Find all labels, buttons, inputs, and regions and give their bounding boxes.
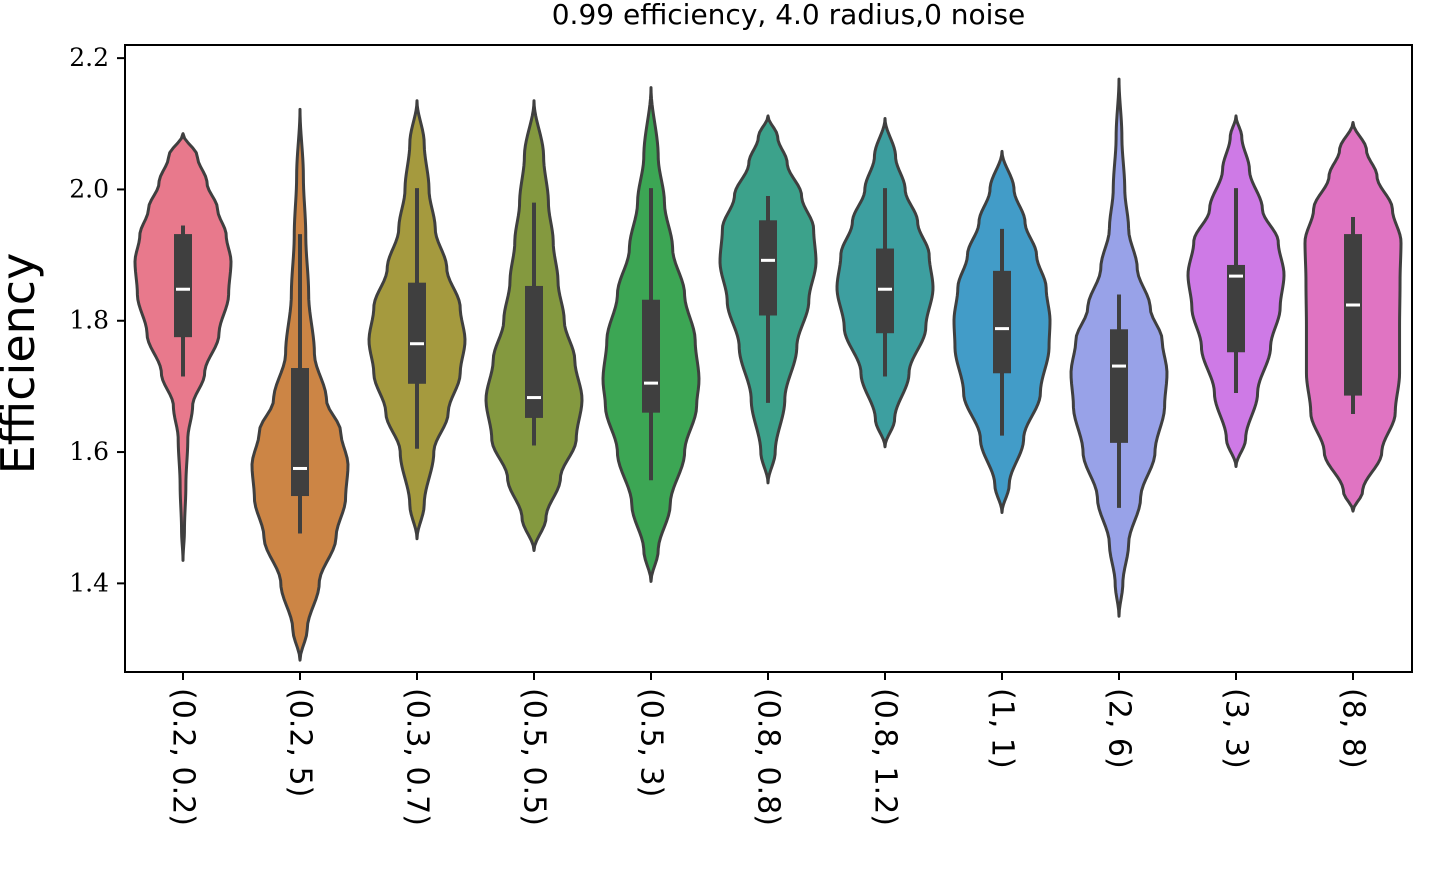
iqr-box [642, 299, 660, 413]
iqr-box [291, 368, 309, 497]
y-tick-label: 1.8 [69, 306, 109, 335]
x-tick-label: (2, 6) [1102, 688, 1137, 769]
violin-1 [250, 107, 350, 662]
y-tick-label: 1.6 [69, 437, 109, 466]
x-tick-label: (3, 3) [1219, 688, 1254, 769]
violin-3 [484, 99, 584, 553]
violin-7 [952, 149, 1052, 514]
iqr-box [1110, 329, 1128, 443]
x-tick-label: (0.2, 0.2) [166, 688, 201, 826]
x-tick-label: (1, 1) [985, 688, 1020, 769]
x-tick-label: (0.8, 1.2) [868, 688, 903, 826]
x-tick-label: (0.3, 0.7) [400, 688, 435, 826]
x-tick-label: (0.5, 0.5) [517, 688, 552, 826]
iqr-box [759, 220, 777, 316]
x-tick-label: (0.5, 3) [634, 688, 669, 797]
iqr-box [1227, 264, 1245, 353]
x-axis: (0.2, 0.2) (0.2, 5) (0.3, 0.7) (0.5, 0.5) (0… [166, 672, 1371, 826]
iqr-box [993, 270, 1011, 374]
violin-10 [1303, 120, 1403, 513]
y-tick-label: 2.2 [69, 43, 109, 72]
violin-6 [835, 117, 935, 449]
y-axis: 1.4 1.6 1.8 2.0 2.2 [69, 43, 125, 597]
iqr-box [1344, 234, 1362, 396]
y-tick-label: 2.0 [69, 174, 109, 203]
iqr-box [408, 282, 426, 384]
x-tick-label: (0.2, 5) [283, 688, 318, 797]
violin-2 [367, 99, 467, 541]
y-tick-label: 1.4 [69, 568, 109, 597]
violin-9 [1186, 114, 1286, 468]
iqr-box [174, 234, 192, 338]
y-axis-label: Efficiency [0, 253, 45, 475]
violin-0 [133, 132, 233, 562]
x-tick-label: (8, 8) [1336, 688, 1371, 769]
violins-group [133, 77, 1403, 662]
iqr-box [525, 285, 543, 418]
x-tick-label: (0.8, 0.8) [751, 688, 786, 826]
violin-4 [601, 86, 701, 583]
iqr-box [876, 248, 894, 334]
violin-5 [718, 114, 818, 485]
violin-8 [1069, 77, 1169, 618]
chart-title: 0.99 efficiency, 4.0 radius,0 noise [552, 0, 1026, 31]
